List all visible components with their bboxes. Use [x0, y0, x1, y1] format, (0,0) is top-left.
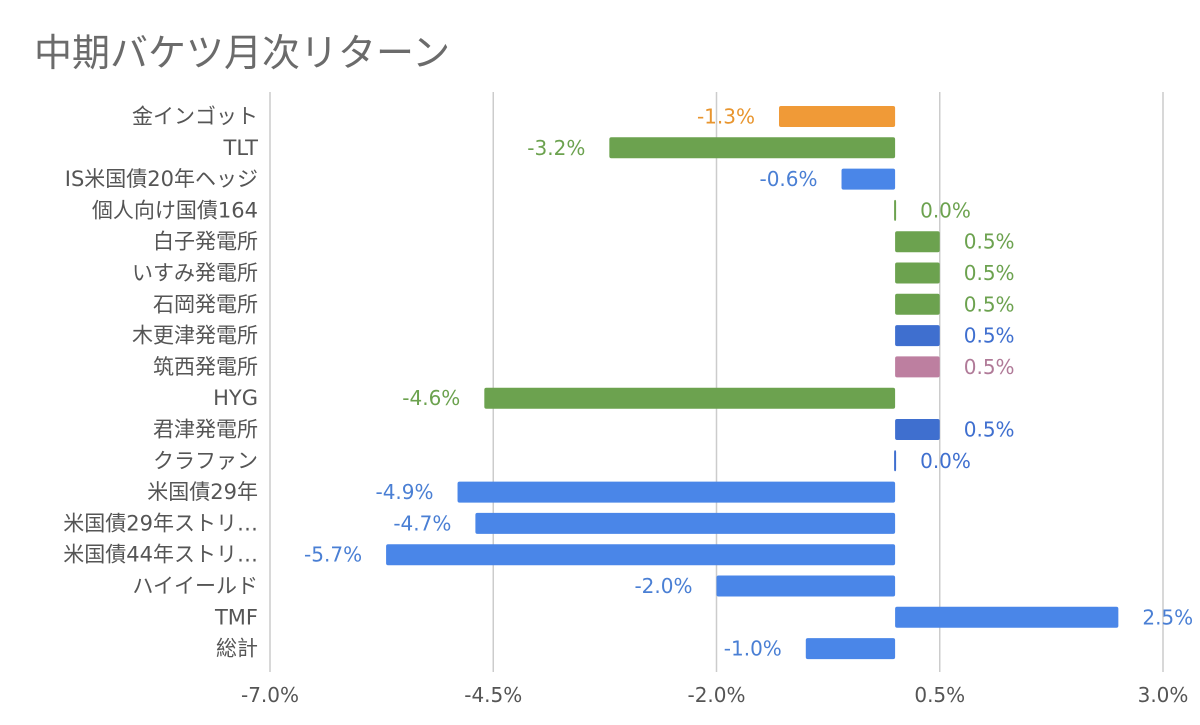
category-label: 個人向け国債164 — [92, 198, 258, 222]
bar — [475, 512, 896, 534]
data-label: -4.9% — [375, 480, 433, 504]
category-label: 米国債29年 — [147, 480, 258, 504]
data-label: -4.7% — [393, 511, 451, 535]
data-label: 2.5% — [1142, 605, 1193, 629]
data-label: -2.0% — [634, 574, 692, 598]
data-labels: -1.3% -3.2% -0.6% 0.0% 0.5% 0.5% 0.5% 0.5% 0.5% -… — [304, 105, 1193, 661]
category-label: 木更津発電所 — [132, 324, 258, 348]
category-label: ハイイールド — [132, 574, 258, 598]
x-tick-label: 3.0% — [1138, 683, 1189, 707]
data-label: 0.5% — [964, 418, 1015, 442]
bar — [895, 262, 940, 284]
category-label: クラファン — [153, 449, 258, 473]
x-tick-label: -2.0% — [687, 683, 745, 707]
category-label: いすみ発電所 — [132, 261, 258, 285]
category-label: TLT — [223, 136, 259, 160]
data-label: 0.5% — [964, 230, 1015, 254]
bar — [716, 575, 896, 597]
bar — [805, 638, 896, 660]
data-label: -0.6% — [759, 167, 817, 191]
category-label: 米国債29年ストリ… — [63, 511, 258, 535]
data-label: -1.0% — [724, 637, 782, 661]
bar — [895, 419, 940, 440]
data-label: -3.2% — [527, 136, 585, 160]
bar — [895, 325, 940, 347]
category-label: 白子発電所 — [153, 230, 258, 254]
data-label: -5.7% — [304, 543, 362, 567]
category-label: 筑西発電所 — [153, 355, 258, 379]
bar — [484, 387, 896, 409]
bar — [894, 450, 897, 472]
category-label: HYG — [213, 386, 258, 410]
x-axis-ticks: -7.0% -4.5% -2.0% 0.5% 3.0% — [241, 683, 1188, 707]
bar — [609, 137, 896, 159]
data-label: -4.6% — [402, 386, 460, 410]
data-label: 0.5% — [964, 261, 1015, 285]
x-tick-label: 0.5% — [914, 683, 965, 707]
bar — [895, 293, 940, 315]
data-label: 0.0% — [920, 198, 971, 222]
x-tick-label: -4.5% — [464, 683, 522, 707]
data-label: 0.5% — [964, 355, 1015, 379]
bar — [895, 606, 1119, 628]
bars — [386, 106, 1119, 660]
data-label: 0.5% — [964, 324, 1015, 348]
data-label: -1.3% — [697, 105, 755, 129]
category-label: TMF — [214, 605, 258, 629]
data-label: 0.0% — [920, 449, 971, 473]
category-label: IS米国債20年ヘッジ — [65, 167, 258, 191]
category-label: 石岡発電所 — [153, 292, 258, 316]
bar — [386, 544, 896, 566]
category-label: 君津発電所 — [153, 418, 258, 442]
bar — [895, 231, 940, 253]
bar — [779, 106, 896, 127]
bar — [457, 481, 896, 503]
chart-title: 中期バケツ月次リターン — [34, 31, 451, 75]
category-label: 金インゴット — [132, 105, 258, 129]
data-label: 0.5% — [964, 292, 1015, 316]
category-label: 総計 — [216, 637, 258, 661]
category-label: 米国債44年ストリ… — [63, 543, 258, 567]
x-tick-label: -7.0% — [241, 683, 299, 707]
grid-lines — [269, 92, 1164, 672]
bar — [894, 199, 897, 221]
bar — [895, 356, 940, 378]
bar — [841, 168, 896, 190]
